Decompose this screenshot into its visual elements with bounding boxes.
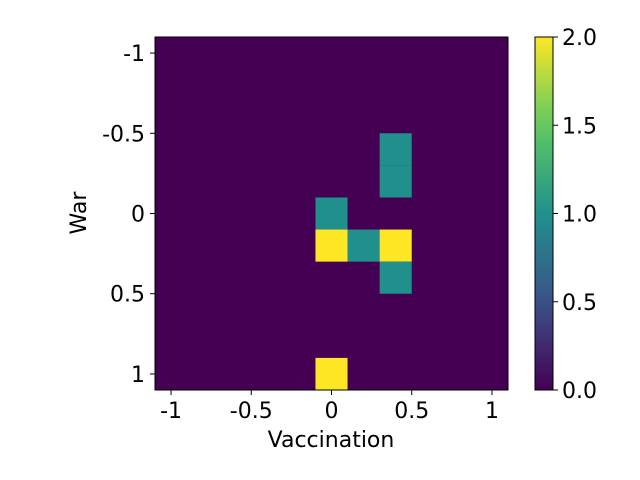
heatmap-cell bbox=[315, 229, 348, 262]
x-axis-label: Vaccination bbox=[268, 428, 395, 453]
colorbar-tick-label: 0.0 bbox=[562, 379, 597, 404]
heatmap-cell bbox=[315, 197, 348, 230]
colorbar-tick-label: 1.5 bbox=[562, 114, 597, 139]
y-tick-label: -1 bbox=[123, 42, 145, 67]
x-axis-ticks: -1 -0.5 0 0.5 1 bbox=[160, 390, 499, 424]
colorbar-gradient bbox=[534, 36, 554, 391]
y-tick-label: 0 bbox=[131, 203, 145, 228]
colorbar-tick-label: 1.0 bbox=[562, 203, 597, 228]
colorbar: 0.0 0.5 1.0 1.5 2.0 bbox=[534, 26, 597, 404]
y-tick-label: 1 bbox=[131, 363, 145, 388]
x-tick-label: -1 bbox=[160, 399, 182, 424]
plot-area bbox=[154, 36, 509, 391]
y-axis-label: War bbox=[67, 191, 92, 235]
heatmap-cell bbox=[379, 229, 412, 262]
colorbar-tick-label: 2.0 bbox=[562, 26, 597, 51]
heatmap-cell bbox=[315, 357, 348, 390]
heatmap-cell bbox=[379, 133, 412, 166]
x-tick-label: 0 bbox=[325, 399, 339, 424]
colorbar-tick-label: 0.5 bbox=[562, 291, 597, 316]
y-tick-label: 0.5 bbox=[110, 283, 145, 308]
x-tick-label: 0.5 bbox=[394, 399, 429, 424]
y-tick-label: -0.5 bbox=[102, 122, 145, 147]
y-axis-ticks: -1 -0.5 0 0.5 1 bbox=[102, 42, 155, 388]
x-tick-label: 1 bbox=[485, 399, 499, 424]
heatmap-cell bbox=[379, 261, 412, 294]
heatmap-cell bbox=[379, 165, 412, 198]
x-tick-label: -0.5 bbox=[230, 399, 273, 424]
heatmap-cell bbox=[347, 229, 380, 262]
